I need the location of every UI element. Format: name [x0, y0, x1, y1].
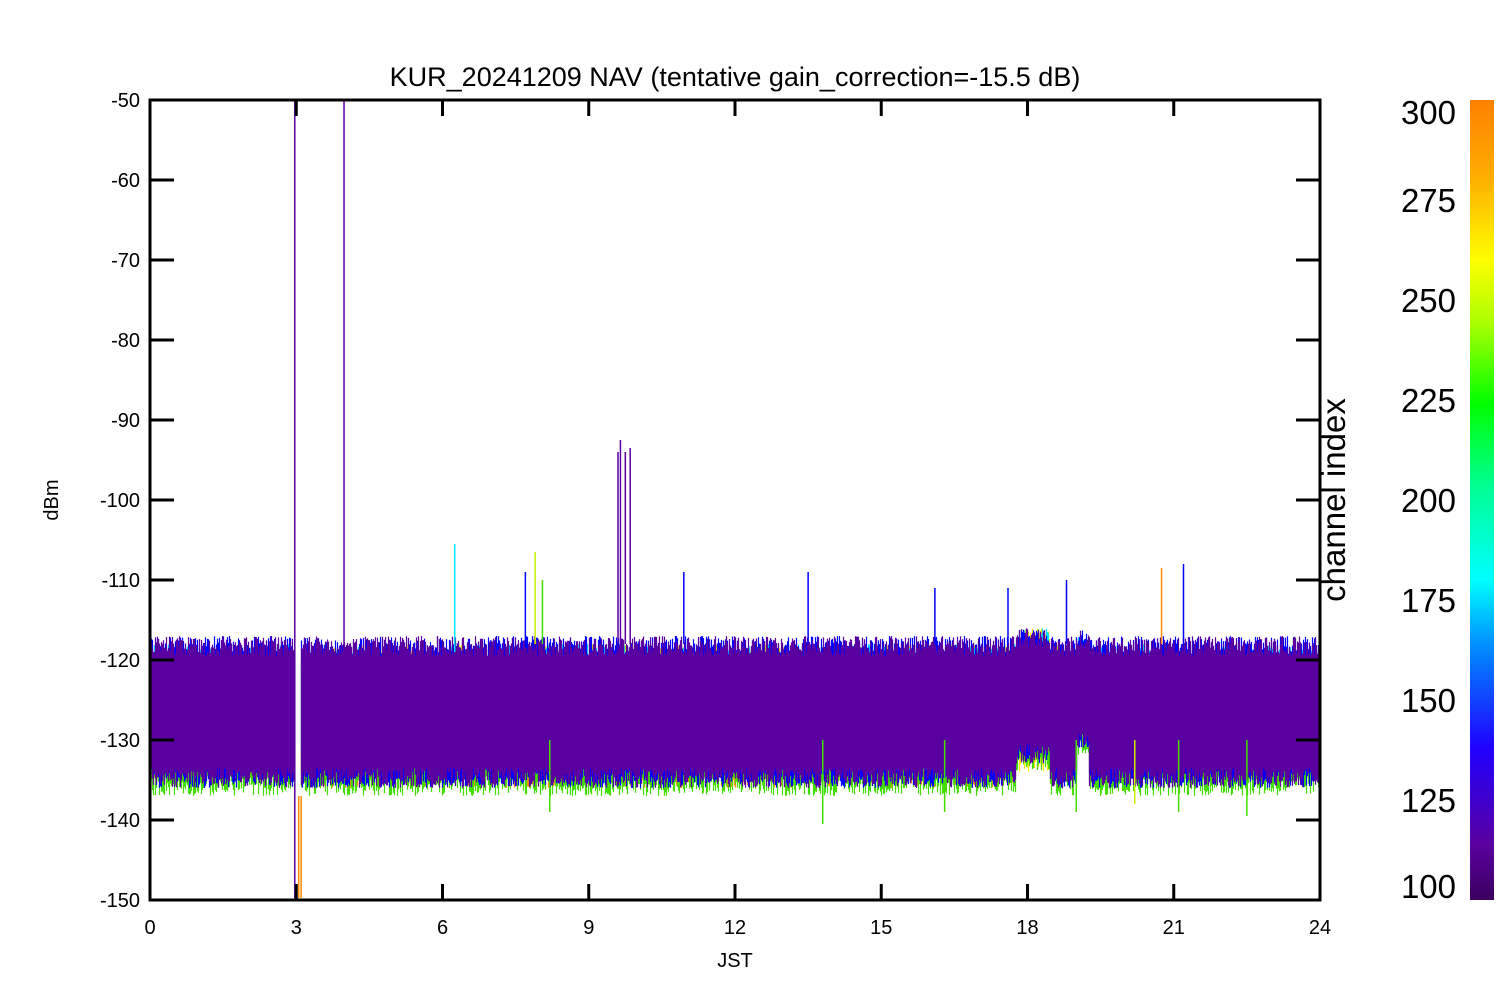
plot-area [151, 101, 1320, 898]
y-tick-label: -130 [100, 730, 140, 752]
colorbar-tick-label: 175 [1401, 582, 1456, 619]
y-tick-label: -140 [100, 810, 140, 832]
chart-title: KUR_20241209 NAV (tentative gain_correct… [390, 62, 1081, 92]
colorbar-label: channel index [1315, 398, 1352, 602]
y-tick-label: -110 [101, 570, 140, 592]
y-tick-label: -70 [111, 250, 140, 272]
x-tick-label: 12 [724, 917, 746, 939]
x-tick-label: 21 [1163, 917, 1185, 939]
axes: 0 3 6 9 12 15 18 21 24 -50 -60 -70 -80 -90 -100 -110 -12… [100, 90, 1331, 939]
x-tick-label: 0 [144, 917, 155, 939]
x-tick-label: 15 [870, 917, 892, 939]
colorbar-tick-label: 150 [1401, 682, 1456, 719]
x-axis-label: JST [717, 950, 753, 972]
y-tick-label: -80 [111, 330, 140, 352]
colorbar-tick-label: 125 [1401, 782, 1456, 819]
y-tick-label: -100 [100, 490, 140, 512]
colorbar-tick-label: 250 [1401, 282, 1456, 319]
colorbar [1470, 100, 1494, 900]
x-tick-label: 18 [1016, 917, 1038, 939]
colorbar-tick-label: 275 [1401, 182, 1456, 219]
y-tick-label: -60 [111, 170, 140, 192]
x-tick-label: 3 [291, 917, 302, 939]
y-tick-label: -150 [100, 890, 140, 912]
y-axis-label: dBm [41, 479, 63, 520]
colorbar-tick-label: 200 [1401, 482, 1456, 519]
y-tick-label: -120 [100, 650, 140, 672]
colorbar-tick-label: 225 [1401, 382, 1456, 419]
y-tick-label: -90 [111, 410, 140, 432]
colorbar-tick-label: 300 [1401, 94, 1456, 131]
y-tick-label: -50 [111, 90, 140, 112]
x-tick-label: 24 [1309, 917, 1331, 939]
colorbar-tick-label: 100 [1401, 868, 1456, 905]
x-tick-label: 9 [583, 917, 594, 939]
series-110-band [151, 628, 1320, 788]
x-tick-label: 6 [437, 917, 448, 939]
colorbar-ticks: 100 125 150 175 200 225 250 275 300 [1401, 94, 1456, 905]
